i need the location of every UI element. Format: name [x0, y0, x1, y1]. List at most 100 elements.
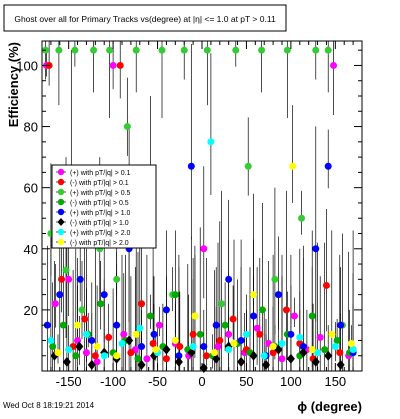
data-point [138, 300, 146, 308]
data-point [256, 330, 264, 338]
data-point [62, 266, 70, 274]
x-tick-label: -100 [100, 374, 126, 389]
legend-marker [57, 178, 65, 186]
data-point [71, 46, 79, 54]
data-point [237, 356, 246, 367]
data-point [47, 336, 55, 344]
data-point [328, 330, 336, 338]
x-tick-label: -50 [148, 374, 167, 389]
data-point [162, 355, 170, 363]
data-point [55, 46, 63, 54]
data-point [90, 46, 98, 54]
data-point [250, 291, 258, 299]
data-point [283, 46, 291, 54]
data-point [278, 355, 286, 363]
data-point [187, 162, 195, 170]
y-tick-label: 80 [24, 120, 38, 135]
data-point [113, 352, 121, 360]
data-point [330, 61, 338, 69]
data-point [229, 315, 237, 323]
legend-label: (+) with pT/|q| > 0.5 [70, 190, 131, 197]
data-point [65, 275, 73, 283]
data-point [82, 349, 90, 357]
legend-marker [57, 188, 65, 196]
data-point [333, 336, 341, 344]
data-point [200, 343, 208, 351]
data-point [59, 321, 67, 329]
data-point [282, 306, 290, 314]
title-box [3, 4, 287, 32]
data-point [274, 291, 282, 299]
x-tick-label: 150 [324, 374, 346, 389]
legend-label: (+) with pT/|q| > 1.0 [70, 210, 131, 217]
markers-layer [42, 41, 357, 373]
data-point [216, 336, 224, 344]
data-point [87, 359, 96, 370]
data-point [78, 306, 86, 314]
data-point [138, 343, 146, 351]
data-point [218, 300, 226, 308]
data-point [225, 275, 233, 283]
data-point [298, 214, 306, 222]
data-point [200, 245, 208, 253]
data-point [158, 46, 166, 54]
data-point [54, 349, 62, 357]
timestamp: Wed Oct 8 18:19:21 2014 [3, 401, 95, 410]
data-point [312, 245, 320, 253]
legend-box [51, 164, 157, 249]
x-axis-title: ϕ (degree) [297, 399, 362, 414]
x-tick-label: -150 [56, 374, 82, 389]
data-point [212, 353, 221, 364]
data-point [176, 343, 184, 351]
data-point [347, 340, 355, 347]
data-point [136, 324, 144, 332]
data-point [150, 330, 158, 338]
data-point [82, 330, 90, 338]
data-point [149, 340, 157, 347]
data-point [321, 346, 329, 354]
data-point [58, 275, 66, 283]
data-point [100, 352, 108, 360]
legend-label: (-) with pT/|q| > 1.0 [70, 220, 129, 227]
data-point [116, 61, 124, 69]
data-point [225, 330, 233, 338]
data-point [242, 330, 250, 338]
data-point [72, 352, 80, 360]
data-point [118, 340, 126, 347]
data-point [171, 291, 179, 299]
y-tick-label: 60 [24, 181, 38, 196]
data-point [286, 353, 295, 364]
data-point [299, 343, 307, 351]
y-axis-title: Efficiency (%) [6, 42, 21, 127]
data-point [269, 343, 277, 351]
legend-marker [57, 238, 65, 246]
data-point [93, 358, 101, 366]
data-point [196, 330, 204, 338]
data-point [91, 352, 99, 360]
data-point [311, 356, 320, 367]
data-point [258, 46, 266, 54]
data-point [237, 336, 245, 344]
data-point [212, 321, 220, 329]
chart-title: Ghost over all for Primary Tracks vs(deg… [14, 14, 276, 24]
data-point [314, 349, 322, 357]
x-tick-label: 100 [280, 374, 302, 389]
data-point [287, 330, 295, 338]
data-point [232, 46, 240, 54]
data-point [299, 347, 308, 358]
legend-label: (+) with pT/|q| > 2.0 [70, 230, 131, 237]
data-point [331, 343, 339, 351]
data-point [225, 346, 233, 354]
data-point [162, 344, 171, 355]
data-point [127, 349, 135, 357]
x-tick-label: 50 [239, 374, 253, 389]
data-point [278, 340, 286, 347]
legend-marker [57, 198, 65, 206]
data-point [171, 336, 179, 344]
data-point [97, 300, 105, 308]
data-point [253, 324, 261, 332]
data-point [113, 321, 121, 329]
y-tick-label: 40 [24, 242, 38, 257]
data-point [336, 349, 344, 357]
